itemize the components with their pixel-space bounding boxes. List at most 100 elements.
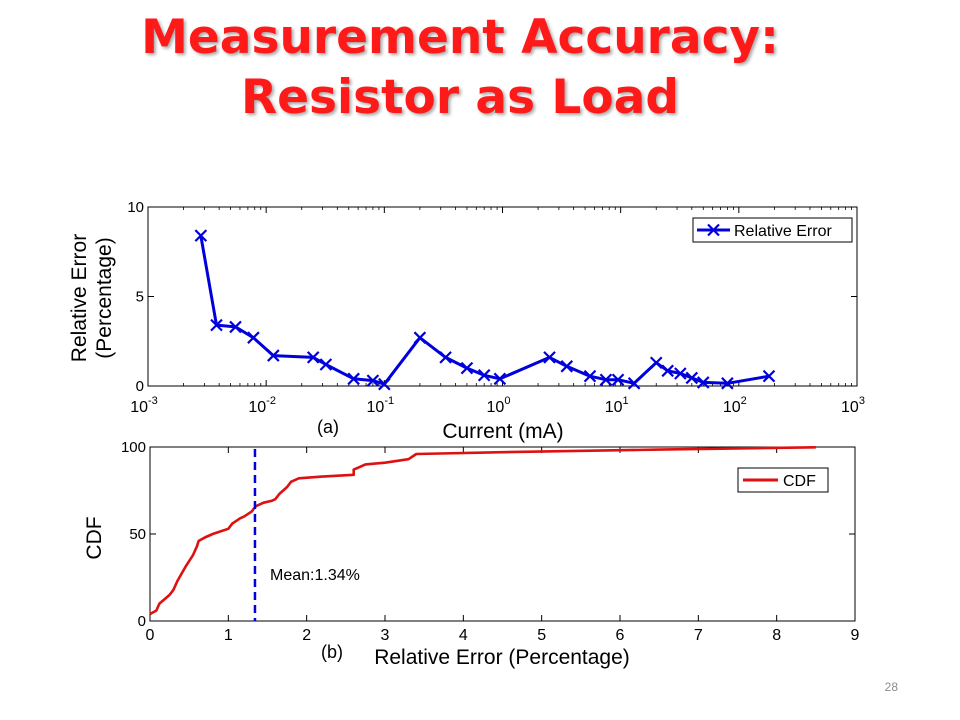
relative-error-marker: [721, 377, 734, 390]
marker-stroke: [696, 376, 710, 389]
mean-label: Mean:1.34%: [270, 567, 360, 584]
legend-a: Relative Error: [692, 217, 853, 243]
marker-stroke: [661, 364, 674, 378]
x-tick-label-b: 4: [459, 627, 468, 644]
relative-error-marker: [493, 372, 507, 386]
relative-error-marker: [674, 367, 687, 380]
legend-marker-a: [707, 223, 720, 237]
marker-stroke: [685, 371, 699, 385]
relative-error-marker: [649, 356, 663, 370]
x-tick-label-a: 10-2: [248, 395, 276, 416]
marker-stroke: [477, 368, 491, 382]
relative-error-marker: [194, 229, 208, 242]
marker-stroke: [762, 369, 776, 383]
marker-stroke: [439, 351, 452, 364]
relative-error-marker: [460, 361, 474, 375]
relative-error-marker: [306, 351, 320, 364]
x-tick-label-b: 6: [616, 627, 625, 644]
marker-stroke: [319, 358, 333, 371]
slide-title: Measurement Accuracy: Resistor as Load: [0, 8, 920, 128]
relative-error-marker: [347, 372, 360, 386]
x-tick-exponent: -1: [384, 395, 394, 407]
x-tick-exponent: -2: [266, 395, 276, 407]
x-tick-label-b: 5: [537, 627, 546, 644]
cdf-line: [149, 446, 816, 616]
relative-error-marker: [627, 377, 641, 390]
x-tick-label-a: 10-1: [367, 395, 395, 416]
x-tick-label-a: 101: [605, 395, 629, 416]
marker-stroke: [599, 373, 613, 387]
y-axis-label-a-2: (Percentage): [93, 237, 116, 358]
marker-stroke: [378, 377, 391, 391]
marker-stroke: [210, 318, 223, 332]
page-number: 28: [884, 680, 898, 694]
y-tick-label-b: 0: [138, 613, 146, 630]
y-tick-label-a: 5: [136, 289, 144, 306]
marker-stroke: [493, 372, 507, 386]
marker-stroke: [543, 351, 556, 364]
x-tick-base: 10: [248, 399, 266, 416]
marker-stroke: [306, 351, 320, 364]
x-tick-base: 10: [723, 399, 741, 416]
relative-error-marker: [366, 374, 380, 387]
marker-stroke: [583, 369, 597, 383]
x-tick-exponent: 2: [741, 395, 747, 407]
y-tick-label-b: 100: [121, 439, 146, 456]
x-tick-base: 10: [487, 399, 505, 416]
x-tick-label-a: 100: [487, 395, 511, 416]
marker-stroke: [194, 229, 208, 242]
marker-stroke: [247, 331, 260, 344]
marker-stroke: [627, 377, 641, 390]
relative-error-marker: [247, 331, 260, 344]
y-axis-label-b: CDF: [83, 516, 106, 559]
relative-error-marker: [229, 320, 242, 334]
relative-error-marker: [267, 349, 280, 362]
relative-error-marker: [583, 369, 597, 383]
panel-label-b: (b): [321, 642, 343, 662]
x-tick-label-b: 8: [772, 627, 781, 644]
marker-stroke: [560, 360, 574, 373]
marker-stroke: [413, 331, 427, 344]
relative-error-marker: [661, 364, 674, 378]
marker-stroke: [674, 367, 687, 380]
marker-stroke: [229, 320, 242, 334]
marker-stroke: [267, 349, 280, 362]
y-tick-label-b: 50: [129, 526, 146, 543]
relative-error-marker: [611, 373, 625, 387]
x-tick-label-b: 2: [302, 627, 311, 644]
x-tick-exponent: 1: [623, 395, 629, 407]
x-tick-label-a: 10-3: [130, 395, 158, 416]
x-tick-exponent: 3: [859, 395, 865, 407]
relative-error-marker: [378, 377, 391, 391]
x-axis-label-a: Current (mA): [442, 420, 563, 443]
x-tick-base: 10: [605, 399, 623, 416]
relative-error-marker: [762, 369, 776, 383]
marker-stroke: [460, 361, 474, 375]
x-tick-exponent: -3: [148, 395, 158, 407]
x-tick-base: 10: [367, 399, 385, 416]
relative-error-marker: [413, 331, 427, 344]
x-tick-label-b: 3: [381, 627, 390, 644]
relative-error-marker: [439, 351, 452, 364]
marker-stroke: [649, 356, 663, 370]
x-tick-label-b: 0: [146, 627, 155, 644]
x-axis-label-b: Relative Error (Percentage): [374, 646, 630, 669]
relative-error-marker: [543, 351, 556, 364]
x-tick-label-b: 9: [851, 627, 860, 644]
x-tick-label-a: 102: [723, 395, 747, 416]
relative-error-marker: [210, 318, 223, 332]
marker-stroke: [366, 374, 380, 387]
x-tick-base: 10: [841, 399, 859, 416]
relative-error-marker: [685, 371, 699, 385]
slide-title-line-1: Measurement Accuracy:: [141, 10, 779, 65]
y-tick-label-a: 10: [127, 199, 144, 216]
relative-error-marker: [477, 368, 491, 382]
x-tick-exponent: 0: [504, 395, 510, 407]
relative-error-marker: [599, 373, 613, 387]
cdf-chart: 0 1 2 3 4 5 6 7 8 9 0 50 100 Mean:1.34% CDF (b) Relative…: [83, 439, 860, 669]
marker-stroke: [611, 373, 625, 387]
relative-error-marker: [319, 358, 333, 371]
relative-error-marker: [696, 376, 710, 389]
